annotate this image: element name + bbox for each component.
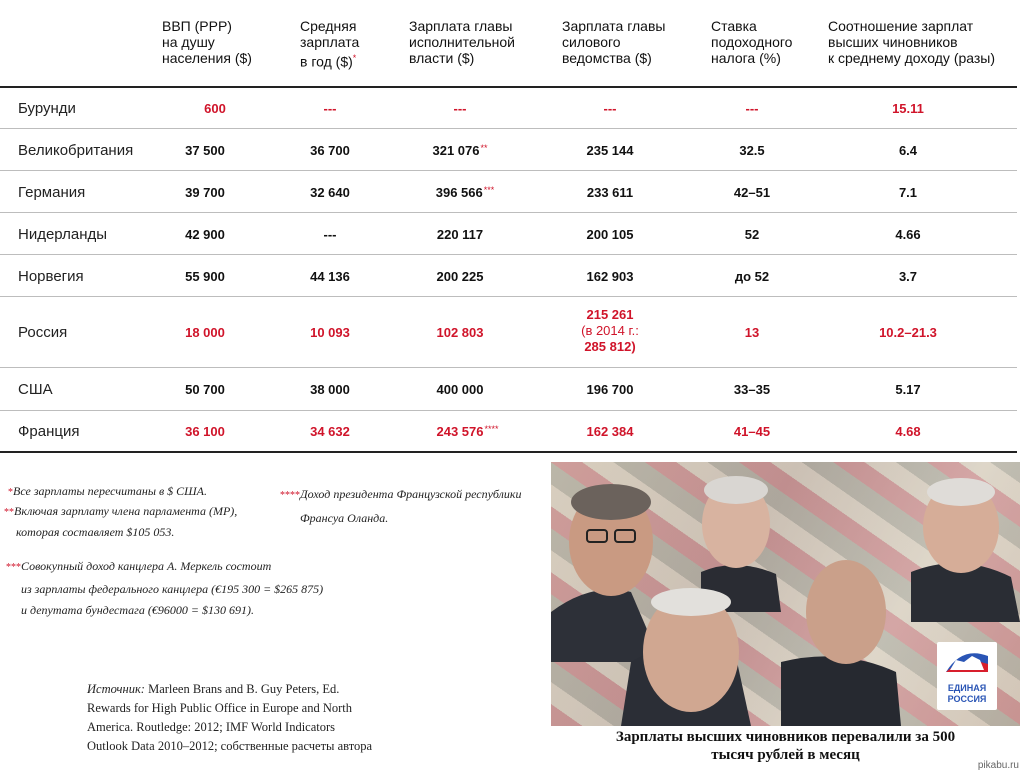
cell-tax: 33–35 (733, 382, 771, 397)
cell-exec: 396 566*** (435, 185, 495, 200)
country-name: Германия (18, 184, 86, 201)
cell-security: 235 144 (586, 143, 634, 158)
cell-tax: до 52 (734, 269, 770, 284)
cell-tax: 13 (744, 325, 760, 340)
country-name: Россия (18, 324, 68, 341)
cell-gdp: 37 500 (185, 143, 225, 158)
cell-exec: 200 225 (436, 269, 484, 284)
header-exec-salary: Зарплата главы исполнительной власти ($) (409, 18, 515, 66)
cell-gdp: 18 000 (185, 325, 225, 340)
watermark: pikabu.ru (977, 760, 1019, 771)
row-divider (0, 254, 1017, 255)
cell-security: 215 261 (в 2014 г.: 285 812) (581, 307, 639, 354)
cell-tax: 52 (744, 227, 760, 242)
cell-exec: 321 076** (432, 143, 488, 158)
cell-ratio: 3.7 (898, 269, 918, 284)
cell-tax: 32.5 (739, 143, 765, 158)
header-security-salary: Зарплата главы силового ведомства ($) (562, 18, 666, 66)
table-bottom-divider (0, 451, 1017, 453)
country-name: Великобритания (18, 142, 134, 159)
cell-security: 200 105 (586, 227, 634, 242)
cell-avg: 32 640 (310, 185, 350, 200)
bear-flag-icon (946, 653, 988, 672)
officials-portraits (551, 476, 1020, 726)
cell-ratio: 15.11 (892, 101, 924, 116)
source-citation: Источник: Marleen Brans and B. Guy Peter… (87, 682, 373, 753)
cell-ratio: 7.1 (898, 185, 918, 200)
row-divider (0, 170, 1017, 171)
cell-tax: 41–45 (733, 424, 771, 439)
cell-avg: 38 000 (310, 382, 350, 397)
officials-photo-collage: ЕДИНАЯ РОССИЯ (551, 462, 1020, 726)
header-avg-salary: Средняя зарплата в год ($)* (300, 18, 360, 70)
cell-exec: 102 803 (436, 325, 484, 340)
cell-gdp: 50 700 (185, 382, 225, 397)
row-divider (0, 296, 1017, 297)
cell-tax: --- (745, 101, 759, 116)
cell-tax: 42–51 (733, 185, 771, 200)
photo-caption: Зарплаты высших чиновников перевалили за… (615, 729, 956, 763)
united-russia-logo: ЕДИНАЯ РОССИЯ (937, 642, 997, 710)
footnote-1: *Все зарплаты пересчитаны в $ США. (8, 484, 208, 498)
cell-avg: 34 632 (310, 424, 350, 439)
cell-ratio: 4.66 (895, 227, 921, 242)
cell-security: 233 611 (586, 185, 634, 200)
cell-avg: 44 136 (310, 269, 350, 284)
country-name: Нидерланды (18, 226, 108, 243)
cell-exec: 220 117 (436, 227, 484, 242)
cell-ratio: 5.17 (895, 382, 921, 397)
header-divider (0, 86, 1017, 88)
cell-security: 196 700 (586, 382, 634, 397)
header-tax-rate: Ставка подоходного налога (%) (711, 18, 793, 66)
cell-ratio: 10.2–21.3 (879, 325, 937, 340)
header-gdp: ВВП (PPP) на душу населения ($) (162, 18, 252, 66)
footnote-3: ***Совокупный доход канцлера А. Меркель … (6, 559, 324, 617)
cell-gdp: 39 700 (185, 185, 225, 200)
cell-avg: --- (323, 101, 337, 116)
cell-exec: 400 000 (436, 382, 484, 397)
cell-avg: --- (323, 227, 337, 242)
cell-ratio: 4.68 (895, 424, 921, 439)
cell-ratio: 6.4 (898, 143, 918, 158)
cell-gdp: 55 900 (185, 269, 225, 284)
row-divider (0, 128, 1017, 129)
cell-gdp: 36 100 (185, 424, 225, 439)
cell-gdp: 42 900 (185, 227, 225, 242)
cell-exec: 243 576**** (436, 424, 499, 439)
country-name: Франция (18, 423, 80, 440)
footnote-4: ****Доход президента Французской республ… (280, 487, 522, 525)
cell-exec: --- (453, 101, 467, 116)
cell-avg: 10 093 (310, 325, 350, 340)
country-name: Норвегия (18, 268, 84, 285)
cell-avg: 36 700 (310, 143, 350, 158)
cell-security: 162 384 (586, 424, 634, 439)
header-ratio: Соотношение зарплат высших чиновников к ср… (828, 18, 996, 66)
cell-gdp: 600 (204, 101, 226, 116)
row-divider (0, 212, 1017, 213)
cell-security: 162 903 (586, 269, 634, 284)
row-divider (0, 367, 1017, 368)
country-name: Бурунди (18, 100, 76, 117)
footnote-2: **Включая зарплату члена парламента (MP)… (4, 504, 238, 539)
country-name: США (18, 381, 53, 398)
row-divider (0, 410, 1017, 411)
cell-security: --- (603, 101, 617, 116)
